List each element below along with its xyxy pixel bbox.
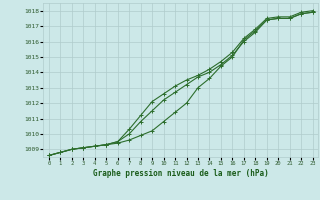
X-axis label: Graphe pression niveau de la mer (hPa): Graphe pression niveau de la mer (hPa) [93, 169, 269, 178]
